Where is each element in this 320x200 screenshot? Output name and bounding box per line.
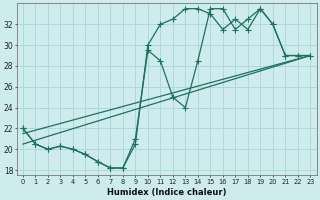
X-axis label: Humidex (Indice chaleur): Humidex (Indice chaleur) — [107, 188, 226, 197]
